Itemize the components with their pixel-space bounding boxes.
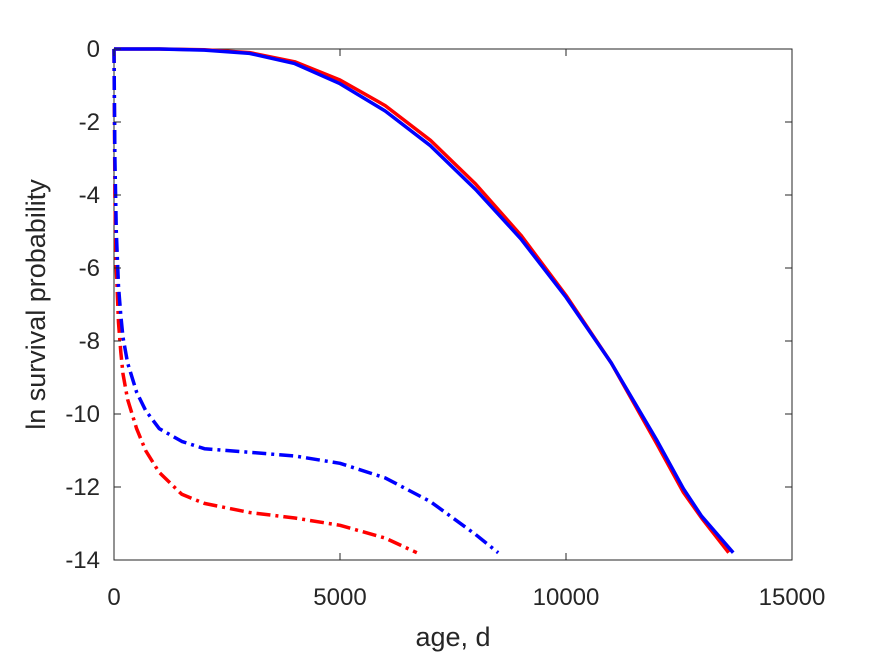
y-axis-label: ln survival probability bbox=[21, 179, 51, 430]
y-tick-label: 0 bbox=[87, 36, 100, 63]
series-line-4 bbox=[112, 48, 500, 555]
x-axis-label: age, d bbox=[415, 622, 490, 652]
series-line-2 bbox=[114, 47, 735, 554]
series-layer bbox=[112, 47, 735, 555]
y-tick-label: -12 bbox=[65, 474, 100, 501]
y-tick-label: -6 bbox=[79, 255, 100, 282]
plot-area bbox=[113, 48, 793, 561]
x-tick-label: 15000 bbox=[759, 584, 826, 611]
x-tick-label: 0 bbox=[107, 584, 120, 611]
x-tick-label: 10000 bbox=[533, 584, 600, 611]
y-tick-label: -14 bbox=[65, 547, 100, 574]
y-tick-label: -8 bbox=[79, 328, 100, 355]
y-tick-label: -4 bbox=[79, 182, 100, 209]
series-line-3 bbox=[112, 48, 418, 555]
x-tick-label: 5000 bbox=[313, 584, 366, 611]
y-tick-label: -10 bbox=[65, 401, 100, 428]
y-tick-label: -2 bbox=[79, 109, 100, 136]
tick-layer: 0 5000 10000 15000 0 -2 -4 -6 -8 -10 -12 -14 bbox=[65, 36, 825, 611]
